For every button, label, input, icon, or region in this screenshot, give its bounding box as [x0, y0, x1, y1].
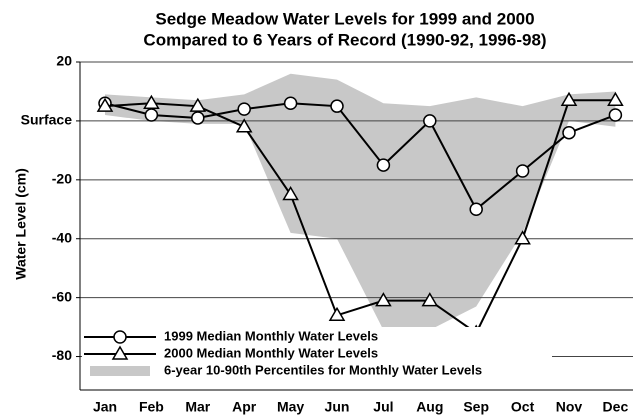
x-tick-label: Sep — [463, 399, 489, 415]
legend-box — [82, 327, 552, 381]
y-tick-label: Surface — [21, 112, 73, 128]
x-tick-label: Nov — [556, 399, 583, 415]
y-axis-label: Water Level (cm) — [13, 168, 29, 280]
legend-swatch — [90, 366, 150, 376]
y-tick-label: -20 — [52, 171, 72, 187]
legend-label: 1999 Median Monthly Water Levels — [164, 328, 378, 343]
point — [282, 186, 299, 201]
point — [423, 114, 437, 128]
point — [375, 292, 392, 307]
point — [515, 164, 530, 178]
point — [608, 108, 623, 122]
point — [376, 158, 391, 172]
legend-label: 6-year 10-90th Percentiles for Monthly W… — [164, 362, 482, 377]
x-tick-label: Jun — [325, 399, 350, 415]
y-tick-label: -80 — [52, 347, 72, 363]
point — [421, 292, 439, 307]
point — [96, 97, 114, 112]
point — [144, 108, 159, 122]
series-line — [104, 102, 616, 211]
y-tick-label: -40 — [52, 229, 72, 245]
legend-marker — [111, 345, 129, 360]
point — [237, 102, 251, 116]
x-tick-label: Dec — [603, 399, 629, 415]
x-tick-label: May — [277, 399, 304, 415]
point — [514, 230, 531, 245]
chart-title: Sedge Meadow Water Levels for 1999 and 2… — [155, 9, 534, 28]
point — [560, 91, 578, 107]
point — [562, 125, 576, 140]
x-tick-label: Oct — [511, 399, 535, 415]
x-tick-label: Jan — [93, 399, 117, 415]
point — [189, 97, 207, 112]
x-tick-label: Mar — [185, 399, 210, 415]
point — [469, 202, 483, 217]
x-tick-label: Jul — [373, 399, 393, 415]
percentile-band — [105, 73, 616, 331]
x-tick-label: Apr — [232, 399, 257, 415]
chart-title: Compared to 6 Years of Record (1990-92, … — [143, 30, 546, 49]
point — [143, 94, 160, 109]
legend-marker — [113, 330, 127, 344]
point — [191, 111, 205, 125]
point — [330, 99, 344, 113]
point — [328, 306, 346, 322]
y-tick-label: 20 — [56, 53, 72, 69]
x-tick-label: Feb — [139, 399, 164, 415]
series-line — [104, 99, 616, 335]
legend-label: 2000 Median Monthly Water Levels — [164, 345, 378, 360]
x-tick-label: Aug — [416, 399, 443, 415]
y-tick-label: -60 — [52, 288, 72, 304]
point — [283, 96, 298, 110]
point — [607, 91, 624, 107]
point — [235, 118, 253, 133]
